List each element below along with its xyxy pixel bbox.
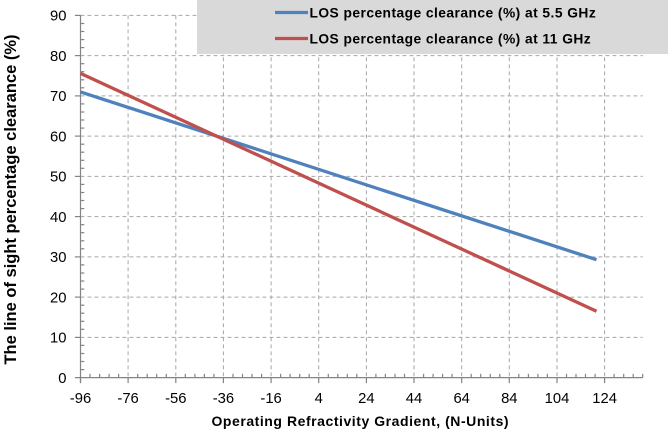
svg-text:60: 60 bbox=[50, 129, 66, 145]
svg-text:4: 4 bbox=[315, 391, 323, 407]
svg-text:LOS percentage clearance (%) a: LOS percentage clearance (%) at 11 GHz bbox=[310, 31, 592, 46]
svg-text:10: 10 bbox=[50, 331, 66, 347]
svg-text:-36: -36 bbox=[213, 391, 234, 407]
svg-text:-76: -76 bbox=[117, 391, 138, 407]
svg-text:70: 70 bbox=[50, 89, 66, 105]
svg-text:30: 30 bbox=[50, 250, 66, 266]
svg-text:24: 24 bbox=[358, 391, 374, 407]
svg-text:-56: -56 bbox=[165, 391, 186, 407]
svg-text:84: 84 bbox=[501, 391, 517, 407]
svg-text:64: 64 bbox=[453, 391, 469, 407]
svg-text:80: 80 bbox=[50, 49, 66, 65]
svg-text:44: 44 bbox=[406, 391, 422, 407]
svg-text:Operating Refractivity Gradien: Operating Refractivity Gradient, (N-Unit… bbox=[211, 413, 509, 429]
svg-text:50: 50 bbox=[50, 170, 66, 186]
svg-text:-16: -16 bbox=[260, 391, 281, 407]
svg-text:-96: -96 bbox=[70, 391, 91, 407]
svg-text:104: 104 bbox=[545, 391, 570, 407]
svg-text:LOS percentage clearance (%) a: LOS percentage clearance (%) at 5.5 GHz bbox=[310, 6, 597, 21]
svg-text:0: 0 bbox=[58, 371, 66, 387]
svg-text:The line of sight percentage c: The line of sight percentage clearance (… bbox=[2, 34, 20, 364]
svg-text:124: 124 bbox=[592, 391, 617, 407]
svg-text:90: 90 bbox=[50, 9, 66, 25]
svg-text:20: 20 bbox=[50, 290, 66, 306]
svg-text:40: 40 bbox=[50, 210, 66, 226]
